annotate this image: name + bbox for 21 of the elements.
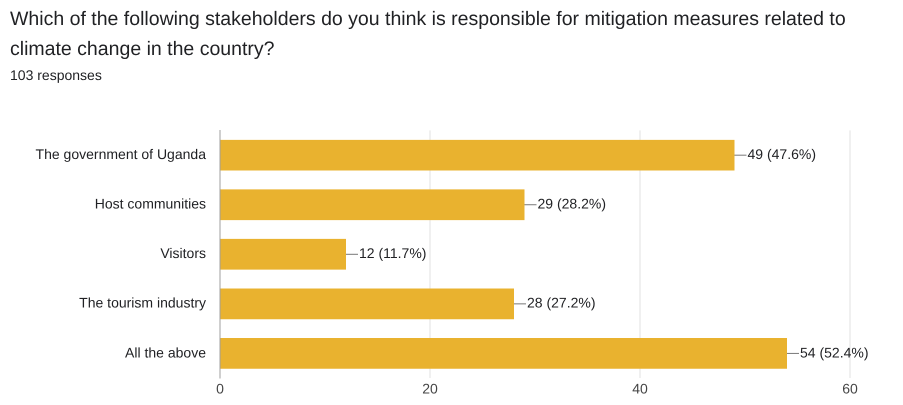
x-tick-label: 20 bbox=[422, 380, 438, 396]
bar bbox=[220, 338, 787, 369]
bar bbox=[220, 288, 514, 320]
y-tick-label: The tourism industry bbox=[79, 294, 206, 311]
y-tick-label: All the above bbox=[125, 344, 206, 360]
y-tick-label: Visitors bbox=[160, 245, 206, 262]
bar bbox=[220, 189, 524, 220]
data-label: 54 (52.4%) bbox=[800, 344, 868, 360]
y-tick-label: Host communities bbox=[94, 196, 206, 212]
bar bbox=[220, 140, 734, 171]
x-tick-label: 60 bbox=[842, 380, 858, 396]
chart-title: Which of the following stakeholders do you think is responsible for mitigation measures related to climate change in the country? bbox=[10, 7, 847, 62]
data-label: 28 (27.2%) bbox=[527, 294, 596, 311]
bar bbox=[220, 238, 346, 270]
data-label: 49 (47.6%) bbox=[748, 146, 816, 162]
x-tick-label: 40 bbox=[632, 380, 648, 396]
text: 103 responses bbox=[10, 67, 102, 83]
x-tick-label: 0 bbox=[216, 380, 224, 396]
y-tick-label: The government of Uganda bbox=[36, 146, 206, 162]
data-label: 29 (28.2%) bbox=[538, 196, 606, 212]
data-label: 12 (11.7%) bbox=[359, 245, 426, 262]
